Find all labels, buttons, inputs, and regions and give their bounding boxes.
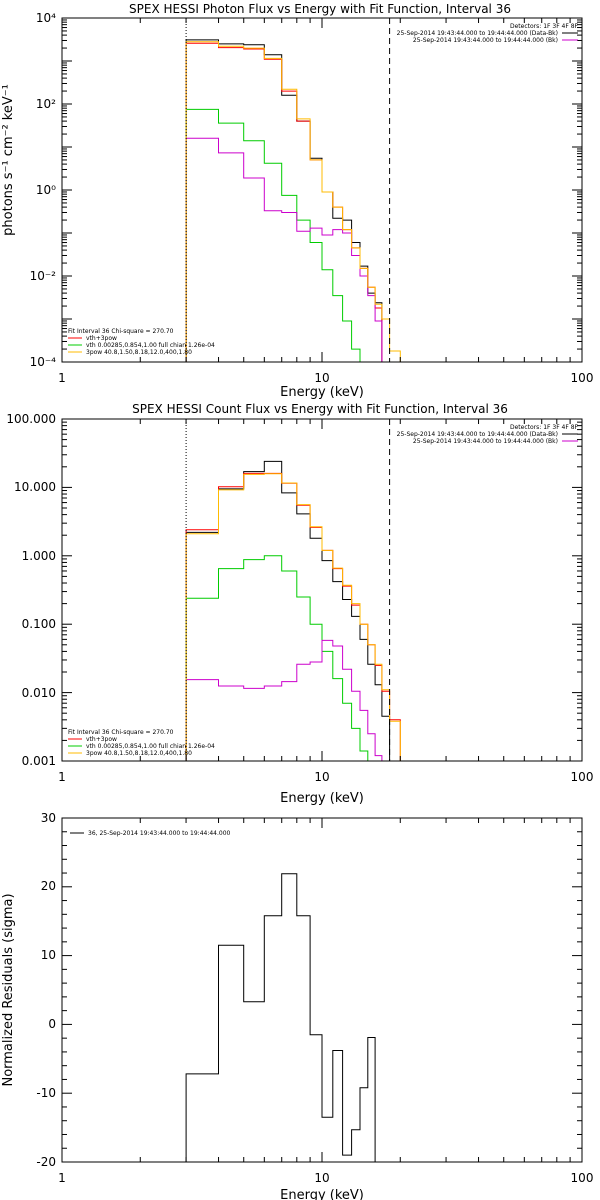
panel2-xtick-10: 10 bbox=[314, 770, 329, 784]
panel2-series-3pow-fit bbox=[185, 473, 411, 762]
panel1-reference-lines bbox=[185, 18, 391, 362]
panel1-ytick-1e-4: 10⁻⁴ bbox=[30, 355, 57, 369]
panel2-title: SPEX HESSI Count Flux vs Energy with Fit… bbox=[132, 402, 508, 416]
panel3-ytick-m20: -20 bbox=[36, 1155, 56, 1169]
panel1-legend-vth: vth 0.00285,0.854,1.00 full chian 1.26e-… bbox=[86, 342, 215, 349]
panel3-ytick-m10: -10 bbox=[36, 1086, 56, 1100]
panel3-xlabel: Energy (keV) bbox=[280, 1188, 364, 1200]
panel3-legend-label: 36, 25-Sep-2014 19:43:44.000 to 19:44:44… bbox=[88, 830, 231, 837]
panel2-reference-lines bbox=[185, 419, 391, 761]
panel2-series-data-bk bbox=[185, 460, 391, 761]
panel1-legend-fit-interval: Fit Interval 36 Chi-square = 270.70 bbox=[68, 328, 174, 335]
count-flux-panel: SPEX HESSI Count Flux vs Energy with Fit… bbox=[6, 402, 593, 806]
panel1-series-total-fit bbox=[185, 42, 383, 362]
panel3-ticks bbox=[61, 817, 583, 1163]
panel2-legend-3pow: 3pow 40.8,1.50,8.18,12.0,400,1.80 bbox=[86, 750, 192, 757]
panel1-ytick-1e2: 10² bbox=[36, 97, 56, 111]
panel2-ytick-0.100: 0.100 bbox=[22, 617, 56, 631]
panel1-title: SPEX HESSI Photon Flux vs Energy with Fi… bbox=[129, 2, 511, 16]
panel1-legend-bk: 25-Sep-2014 19:43:44.000 to 19:44:44.000… bbox=[413, 37, 558, 44]
panel1-ytick-1e-2: 10⁻² bbox=[30, 269, 57, 283]
panel1-legend-detectors: Detectors: 1F 3F 4F 8F bbox=[510, 23, 579, 30]
panel2-ytick-0.010: 0.010 bbox=[22, 686, 56, 700]
panel1-ytick-1e0: 10⁰ bbox=[36, 183, 56, 197]
panel1-series bbox=[185, 39, 411, 363]
panel1-ytick-1e4: 10⁴ bbox=[36, 11, 56, 25]
panel2-ytick-0.001: 0.001 bbox=[22, 754, 56, 768]
panel1-legend-bottom-left: Fit Interval 36 Chi-square = 270.70 vth+… bbox=[68, 328, 215, 356]
panel1-legend-data-bk: 25-Sep-2014 19:43:44.000 to 19:44:44.000… bbox=[397, 30, 558, 37]
panel2-ytick-100.000: 100.000 bbox=[6, 412, 56, 426]
panel3-xtick-100: 100 bbox=[571, 1171, 594, 1185]
panel2-ticks bbox=[61, 418, 583, 762]
panel1-xtick-100: 100 bbox=[571, 371, 594, 385]
panel1-legend-3pow: 3pow 40.8,1.50,8.18,12.0,400,1.80 bbox=[86, 349, 192, 356]
panel3-xtick-1: 1 bbox=[58, 1171, 66, 1185]
panel2-series bbox=[185, 460, 411, 762]
panel2-legend-vth: vth 0.00285,0.854,1.00 full chian 1.26e-… bbox=[86, 743, 215, 750]
panel2-xtick-100: 100 bbox=[571, 770, 594, 784]
panel1-series-data-bk bbox=[185, 39, 383, 362]
panel2-series-vth-fit bbox=[185, 555, 369, 761]
residuals-panel: 1 10 100 -20 -10 0 10 20 30 Energy (keV)… bbox=[1, 811, 593, 1200]
panel1-legend-total: vth+3pow bbox=[86, 335, 117, 342]
panel2-legend-total: vth+3pow bbox=[86, 736, 117, 743]
panel2-xlabel: Energy (keV) bbox=[280, 791, 364, 806]
panel1-xtick-10: 10 bbox=[314, 371, 329, 385]
panel3-ytick-30: 30 bbox=[41, 811, 56, 825]
panel2-ytick-10.000: 10.000 bbox=[14, 480, 56, 494]
panel2-legend-data-bk: 25-Sep-2014 19:43:44.000 to 19:44:44.000… bbox=[397, 431, 558, 438]
panel2-legend-bottom-left: Fit Interval 36 Chi-square = 270.70 vth+… bbox=[68, 729, 215, 757]
photon-flux-panel: SPEX HESSI Photon Flux vs Energy with Fi… bbox=[1, 2, 593, 400]
panel3-ytick-20: 20 bbox=[41, 879, 56, 893]
panel2-series-background bbox=[185, 639, 383, 761]
panel3-ylabel: Normalized Residuals (sigma) bbox=[1, 893, 16, 1086]
panel1-legend-top-right: Detectors: 1F 3F 4F 8F 25-Sep-2014 19:43… bbox=[397, 23, 579, 44]
panel1-xlabel: Energy (keV) bbox=[280, 385, 364, 400]
panel2-legend-top-right: Detectors: 1F 3F 4F 8F 25-Sep-2014 19:43… bbox=[397, 424, 579, 445]
panel2-legend-detectors: Detectors: 1F 3F 4F 8F bbox=[510, 424, 579, 431]
panel1-ylabel: photons s⁻¹ cm⁻² keV⁻¹ bbox=[1, 84, 16, 236]
panel2-legend-bk: 25-Sep-2014 19:43:44.000 to 19:44:44.000… bbox=[413, 438, 558, 445]
panel3-xtick-10: 10 bbox=[314, 1171, 329, 1185]
panel3-residual-series bbox=[185, 873, 376, 1162]
panel3-series bbox=[185, 873, 376, 1162]
panel1-series-3pow-fit bbox=[185, 41, 411, 363]
panel1-series-background bbox=[185, 137, 383, 362]
panel1-ticks bbox=[61, 17, 583, 363]
panel2-xtick-1: 1 bbox=[58, 770, 66, 784]
panel3-legend: 36, 25-Sep-2014 19:43:44.000 to 19:44:44… bbox=[70, 830, 231, 837]
panel1-series-vth-fit bbox=[185, 108, 361, 362]
panel2-plot-frame bbox=[61, 418, 583, 762]
panel2-legend-fit-interval: Fit Interval 36 Chi-square = 270.70 bbox=[68, 729, 174, 736]
panel1-xtick-1: 1 bbox=[58, 371, 66, 385]
panel3-ytick-10: 10 bbox=[41, 948, 56, 962]
panel2-ytick-1.000: 1.000 bbox=[22, 549, 56, 563]
panel3-ytick-0: 0 bbox=[48, 1017, 56, 1031]
